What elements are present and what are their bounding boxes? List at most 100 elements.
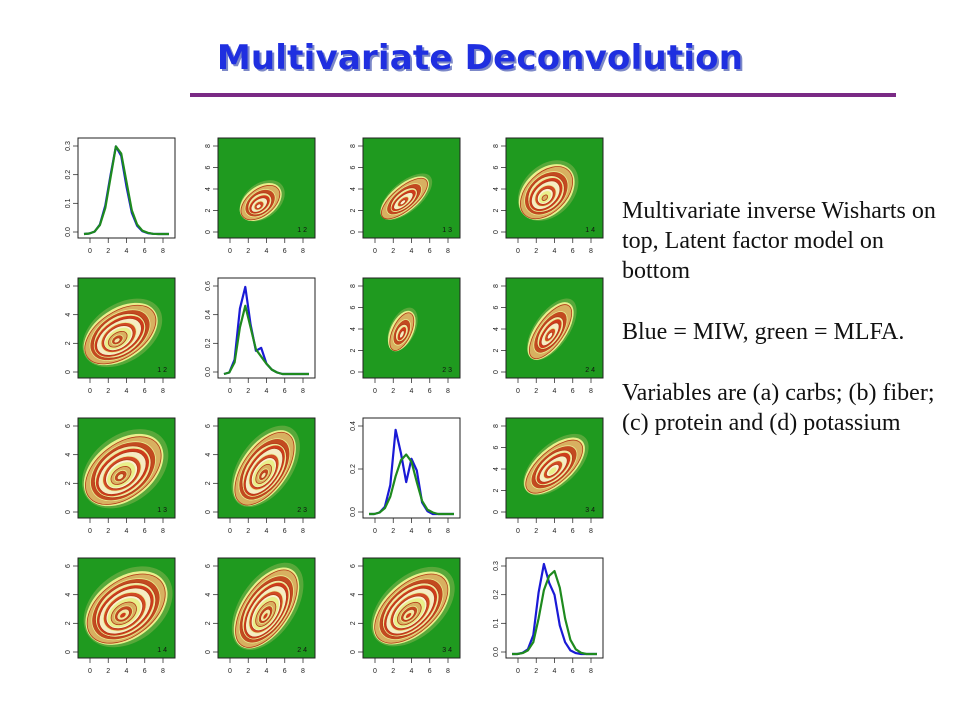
x-tick-label: 2 [246,248,250,255]
x-tick-label: 6 [143,668,147,675]
x-tick-label: 6 [428,528,432,535]
title-underline [190,93,896,97]
y-tick-label: 2 [205,208,212,212]
y-tick-label: 4 [493,467,500,471]
density-line-mlfa [223,304,309,376]
x-tick-label: 8 [589,388,593,395]
x-tick-label: 0 [88,668,92,675]
x-tick-label: 2 [391,528,395,535]
y-tick-label: 4 [350,593,357,597]
x-tick-label: 0 [373,668,377,675]
x-tick-label: 0 [228,388,232,395]
x-tick-label: 4 [410,668,414,675]
x-tick-label: 4 [265,248,269,255]
panel-index-label: 2 4 [297,647,307,654]
x-tick-label: 0 [228,528,232,535]
panel-index-label: 1 4 [157,647,167,654]
x-tick-label: 6 [283,248,287,255]
y-tick-label: 8 [350,144,357,148]
contour-ring [399,199,407,206]
y-tick-label: 0 [205,510,212,514]
y-tick-label: 6 [205,165,212,169]
y-tick-label: 0.2 [205,338,212,348]
x-tick-label: 6 [571,248,575,255]
contour-rings [371,566,455,647]
slide-notes: Multivariate inverse Wisharts on top, La… [622,196,942,469]
y-tick-label: 6 [350,305,357,309]
y-tick-label: 6 [65,284,72,288]
contour-ring [405,612,413,619]
y-tick-label: 2 [493,488,500,492]
y-tick-label: 0.4 [350,421,357,431]
contour-rings [81,429,169,509]
y-tick-label: 0 [350,650,357,654]
y-tick-label: 0.2 [493,590,500,600]
panel-index-label: 2 3 [297,507,307,514]
y-tick-label: 0 [205,230,212,234]
x-tick-label: 2 [106,248,110,255]
x-tick-label: 4 [410,248,414,255]
y-tick-label: 4 [65,453,72,457]
contour-rings [517,160,579,221]
y-tick-label: 0.3 [65,141,72,151]
panel-3-4: 0 2 4 6 8 0 2 4 6 8 3 4 [493,417,604,535]
contour-ring [399,330,405,339]
x-tick-label: 8 [446,528,450,535]
y-tick-label: 4 [205,187,212,191]
y-tick-label: 4 [493,327,500,331]
x-tick-label: 8 [161,668,165,675]
y-tick-label: 4 [205,453,212,457]
panel-2-4: 0 2 4 6 8 0 2 4 6 8 2 4 [493,277,604,395]
panel-1-4: 0 2 4 6 8 0 2 4 6 8 1 4 [493,137,604,255]
panel-4-4: 0.0 0.1 0.2 0.3 0 2 4 6 8 [493,557,604,675]
x-tick-label: 2 [106,528,110,535]
y-tick-label: 0 [205,650,212,654]
y-tick-label: 0.1 [493,618,500,628]
y-tick-label: 0 [493,510,500,514]
density-line-mlfa [83,145,169,236]
x-tick-label: 8 [161,388,165,395]
y-tick-label: 2 [65,621,72,625]
y-tick-label: 8 [350,284,357,288]
y-tick-label: 4 [65,313,72,317]
contour-rings [239,180,285,222]
y-tick-label: 6 [65,564,72,568]
y-tick-label: 6 [493,165,500,169]
x-tick-label: 6 [283,388,287,395]
y-tick-label: 6 [493,445,500,449]
panel-3-2: 0 2 4 6 0 2 4 6 8 2 3 [205,417,316,535]
panel-1-2: 0 2 4 6 8 0 2 4 6 8 1 2 [205,137,316,255]
x-tick-label: 8 [589,528,593,535]
x-tick-label: 0 [516,388,520,395]
panel-index-label: 3 4 [585,507,595,514]
x-tick-label: 8 [446,388,450,395]
x-tick-label: 0 [516,248,520,255]
x-tick-label: 8 [301,248,305,255]
x-tick-label: 4 [125,248,129,255]
y-tick-label: 0 [65,370,72,374]
x-tick-label: 0 [373,248,377,255]
y-tick-label: 0.1 [65,198,72,208]
y-tick-label: 4 [65,593,72,597]
y-tick-label: 4 [350,187,357,191]
contour-ring [255,203,262,209]
contour-ring [116,473,125,481]
panel-2-3: 0 2 4 6 8 0 2 4 6 8 2 3 [350,277,461,395]
contour-ring [262,612,269,620]
x-tick-label: 8 [446,248,450,255]
x-tick-label: 6 [428,668,432,675]
x-tick-label: 6 [571,668,575,675]
y-tick-label: 6 [65,424,72,428]
x-tick-label: 0 [516,528,520,535]
x-tick-label: 6 [428,248,432,255]
contour-ring [546,331,554,340]
x-tick-label: 6 [283,668,287,675]
y-tick-label: 6 [205,424,212,428]
panel-index-label: 3 4 [442,647,452,654]
x-tick-label: 8 [301,528,305,535]
x-tick-label: 4 [553,668,557,675]
x-tick-label: 2 [534,388,538,395]
y-tick-label: 0.4 [205,310,212,320]
note-legend: Blue = MIW, green = MLFA. [622,319,905,345]
